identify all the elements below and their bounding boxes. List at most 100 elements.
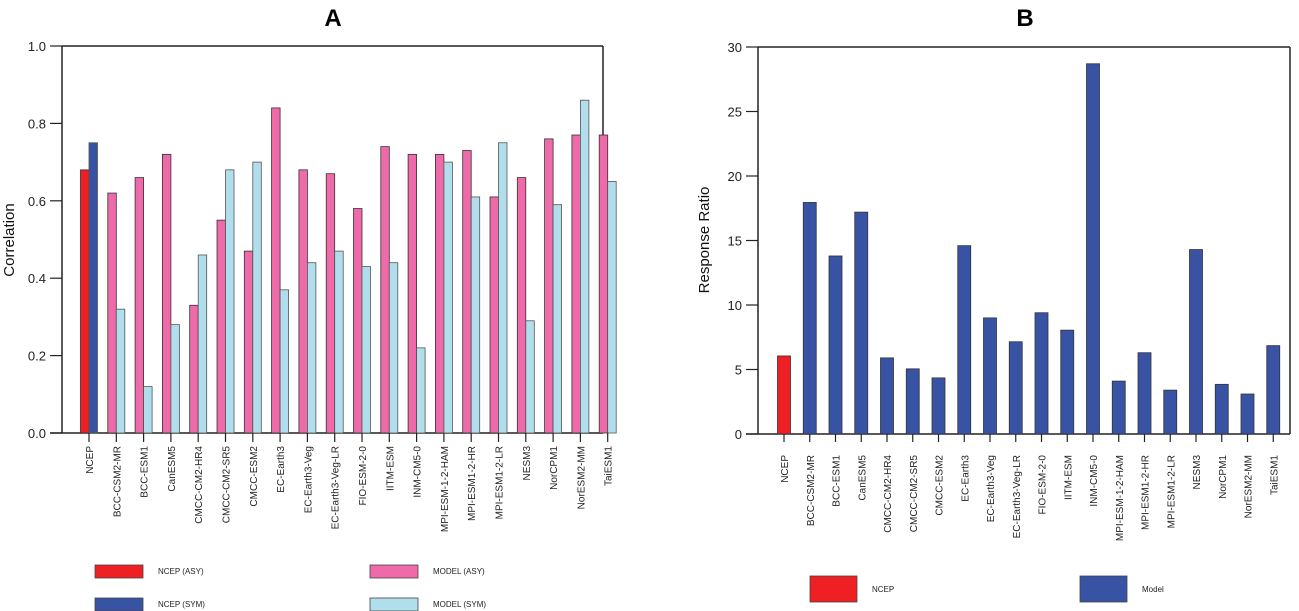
panel-b-x-tick-label: MPI-ESM1-2-LR [1166, 455, 1177, 528]
panel-b-x-tick-label: NorCPM1 [1218, 455, 1229, 499]
bar-MPI-ESM-1-2-HAM [1111, 380, 1126, 435]
bar-sym-NESM3 [525, 320, 535, 434]
panel-b-x-tick-label: EC-Earth3-Veg-LR [1012, 455, 1023, 538]
panel-b-x-tick-label: MPI-ESM-1-2-HAM [1115, 455, 1126, 541]
bar-EC-Earth3 [957, 245, 972, 435]
bar-sym-TaiESM1 [607, 181, 617, 434]
bar-IITM-ESM [1060, 329, 1075, 435]
bar-asy-NorESM2-MM [571, 134, 581, 434]
legend-label: NCEP (ASY) [158, 567, 204, 576]
legend-label: MODEL (SYM) [433, 600, 486, 609]
legend-label: NCEP [872, 585, 894, 594]
panel-b-x-tick-label: BCC-CSM2-MR [806, 455, 817, 526]
panel-a-y-tick-label: 1.0 [28, 39, 46, 54]
panel-b-x-tick-label: NCEP [780, 455, 791, 483]
panel-a-title: A [324, 5, 341, 32]
bar-sym-CMCC-CM2-HR4 [197, 254, 208, 434]
bar-MPI-ESM1-2-HR [1137, 352, 1152, 435]
panel-a-x-tick-label: EC-Earth3-Veg-LR [331, 446, 342, 529]
bar-BCC-ESM1 [828, 255, 843, 435]
panel-a-x-tick-label: BCC-ESM1 [140, 446, 151, 498]
bar-sym-BCC-ESM1 [143, 386, 153, 434]
bar-sym-EC-Earth3 [279, 289, 290, 434]
bar-sym-NorCPM1 [552, 204, 562, 434]
legend-label: Model [1142, 585, 1164, 594]
panel-b-x-tick-label: NorESM2-MM [1244, 455, 1255, 518]
bar-sym-CanESM5 [170, 324, 180, 434]
panel-a-x-tick-label: NorESM2-MM [576, 446, 587, 509]
panel-b-y-tick-label: 5 [735, 363, 742, 378]
bar-asy-EC-Earth3-Veg [298, 169, 308, 434]
bar-MPI-ESM1-2-LR [1163, 389, 1178, 435]
bar-sym-MPI-ESM1-2-HR [470, 196, 481, 434]
panel-a-x-tick-label: NorCPM1 [549, 446, 560, 490]
panel-b-x-tick-label: CMCC-ESM2 [935, 455, 946, 516]
legend-swatch [369, 597, 419, 611]
bar-NESM3 [1189, 249, 1203, 435]
bar-BCC-CSM2-MR [802, 202, 817, 435]
bar-FIO-ESM-2-0 [1034, 312, 1049, 435]
bar-asy-NorCPM1 [544, 138, 554, 434]
bar-sym-CMCC-CM2-SR5 [225, 169, 235, 434]
bar-asy-TaiESM1 [598, 134, 609, 434]
bar-sym-NorESM2-MM [580, 99, 590, 434]
bar-INM-CM5-0 [1086, 63, 1100, 435]
panel-a-x-tick-label: FIO-ESM-2-0 [358, 446, 369, 506]
panel-b-x-tick-label: FIO-ESM-2-0 [1038, 455, 1049, 515]
bar-sym-IITM-ESM [388, 262, 399, 434]
panel-a-x-tick-label: TaiESM1 [604, 446, 615, 486]
bar-EC-Earth3-Veg [983, 317, 997, 435]
panel-b-y-tick-label: 30 [728, 40, 742, 55]
bar-asy-CMCC-CM2-SR5 [216, 219, 226, 434]
bar-asy-EC-Earth3-Veg-LR [325, 173, 336, 434]
panel-b-x-tick-label: INM-CM5-0 [1089, 455, 1100, 507]
bar-asy-CMCC-CM2-HR4 [189, 304, 199, 434]
panel-b-y-tick-label: 0 [735, 427, 742, 442]
legend-label: MODEL (ASY) [433, 567, 485, 576]
bar-NorCPM1 [1214, 383, 1229, 435]
bar-NCEP [777, 355, 791, 435]
panel-a-x-tick-label: CMCC-CM2-HR4 [194, 446, 205, 524]
panel-b-y-tick-label: 25 [728, 105, 742, 120]
panel-a-x-tick-label: CanESM5 [167, 446, 178, 492]
panel-a-correlation-chart: A Correlation 0.0 0.2 0.4 0.6 0.8 1.0 NCEP BCC-… [1, 5, 617, 611]
legend-swatch [94, 564, 144, 579]
bar-asy-NESM3 [516, 177, 527, 434]
bar-asy-MPI-ESM1-2-HR [462, 150, 472, 434]
panel-b-y-tick-label: 20 [728, 169, 742, 184]
panel-a-y-tick-label: 0.2 [28, 349, 46, 364]
panel-a-x-tick-label: BCC-CSM2-MR [112, 446, 123, 517]
bar-CMCC-CM2-SR5 [905, 368, 920, 435]
panel-b-x-tick-label: EC-Earth3 [960, 455, 971, 502]
panel-b-y-tick-label: 10 [728, 298, 742, 313]
panel-a-x-tick-label: MPI-ESM1-2-LR [495, 446, 506, 519]
panel-a-y-tick-label: 0.0 [28, 426, 46, 441]
bar-EC-Earth3-Veg-LR [1008, 341, 1023, 435]
bar-CanESM5 [854, 211, 869, 435]
bar-asy-INM-CM5-0 [407, 153, 418, 434]
bar-sym-EC-Earth3-Veg [306, 262, 317, 434]
panel-a-x-tick-label: EC-Earth3 [276, 446, 287, 493]
panel-a-y-tick-label: 0.6 [28, 194, 46, 209]
bar-asy-CanESM5 [161, 153, 172, 434]
panel-a-x-tick-label: EC-Earth3-Veg [303, 446, 314, 513]
panel-b-x-tick-label: CMCC-CM2-HR4 [883, 455, 894, 533]
panel-a-x-tick-label: CMCC-ESM2 [249, 446, 260, 507]
bar-asy-IITM-ESM [380, 146, 390, 434]
bar-asy-MPI-ESM-1-2-HAM [434, 153, 445, 434]
bar-CMCC-CM2-HR4 [880, 357, 894, 435]
bar-asy-FIO-ESM-2-0 [353, 208, 363, 434]
bar-asy-BCC-ESM1 [134, 177, 145, 434]
bar-sym-NCEP [88, 142, 98, 434]
panel-b-x-tick-label: NESM3 [1192, 455, 1203, 490]
panel-b-title: B [1016, 5, 1033, 32]
bar-TaiESM1 [1266, 345, 1281, 435]
panel-b-x-tick-label: MPI-ESM1-2-HR [1141, 455, 1152, 530]
panel-a-y-axis-label: Correlation [1, 203, 18, 276]
bar-asy-MPI-ESM1-2-LR [489, 196, 499, 434]
legend-swatch [369, 564, 419, 579]
panel-a-x-tick-label: CMCC-CM2-SR5 [222, 446, 233, 524]
panel-a-y-tick-label: 0.4 [28, 271, 46, 286]
panel-b-x-tick-label: BCC-ESM1 [832, 455, 843, 507]
